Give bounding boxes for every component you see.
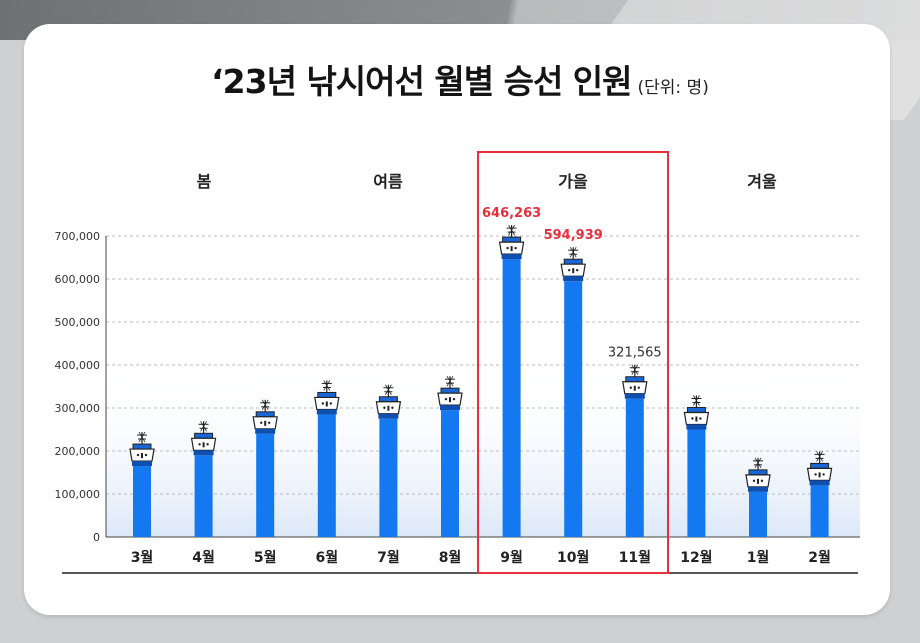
season-label-winter: 겨울 [747, 172, 777, 191]
x-tick-label: 5월 [254, 549, 277, 566]
plot-background [106, 365, 860, 537]
ship-icon [437, 375, 463, 411]
y-tick-label: 200,000 [55, 445, 101, 458]
x-tick-label: 2월 [808, 549, 831, 566]
title-text: ‘23년 낚시어선 월별 승선 인원 [211, 62, 632, 101]
bar [502, 259, 521, 537]
bar [317, 414, 336, 537]
season-label-spring: 봄 [196, 172, 212, 191]
ship-icon [375, 384, 402, 419]
bar [749, 491, 767, 537]
x-tick-label: 6월 [315, 549, 338, 566]
bar [379, 418, 398, 537]
ship-icon [314, 380, 340, 415]
season-label-summer: 여름 [373, 172, 403, 191]
ship-icon [129, 431, 155, 467]
x-tick-label: 11월 [619, 549, 651, 566]
y-tick-label: 0 [93, 531, 100, 544]
x-tick-label: 3월 [131, 549, 154, 566]
y-tick-label: 500,000 [55, 316, 101, 329]
x-tick-label: 8월 [439, 549, 462, 566]
x-tick-label: 9월 [500, 549, 523, 566]
y-tick-label: 300,000 [55, 402, 101, 415]
highlight-box [477, 151, 669, 574]
data-label: 646,263 [482, 206, 541, 221]
ship-icon [190, 421, 217, 456]
data-label: 594,939 [544, 228, 603, 243]
season-label-autumn: 가을 [558, 172, 588, 191]
bar [441, 410, 459, 537]
ship-icon [683, 395, 710, 430]
ship-icon [560, 246, 586, 282]
y-tick-label: 700,000 [55, 230, 101, 243]
data-label: 321,565 [608, 346, 662, 361]
bar [625, 398, 644, 537]
x-tick-label: 1월 [747, 549, 770, 566]
y-tick-label: 400,000 [55, 359, 101, 372]
ship-icon [622, 364, 648, 399]
chart-title: ‘23년 낚시어선 월별 승선 인원 (단위: 명) [0, 55, 920, 103]
bar [194, 455, 213, 537]
bar [564, 281, 583, 537]
y-tick-label: 600,000 [55, 273, 101, 286]
ship-icon [252, 399, 278, 434]
x-tick-label: 7월 [377, 549, 400, 566]
ship-icon [498, 224, 525, 260]
x-tick-label: 4월 [192, 549, 215, 566]
bar [133, 466, 151, 537]
x-tick-label: 10월 [557, 549, 589, 566]
y-tick-label: 100,000 [55, 488, 101, 501]
ship-icon [806, 451, 833, 486]
x-tick-label: 12월 [680, 549, 712, 566]
bar [810, 485, 829, 537]
unit-label: (단위: 명) [637, 78, 709, 98]
ship-icon [745, 457, 771, 492]
bar [687, 429, 706, 537]
bar [256, 433, 275, 537]
